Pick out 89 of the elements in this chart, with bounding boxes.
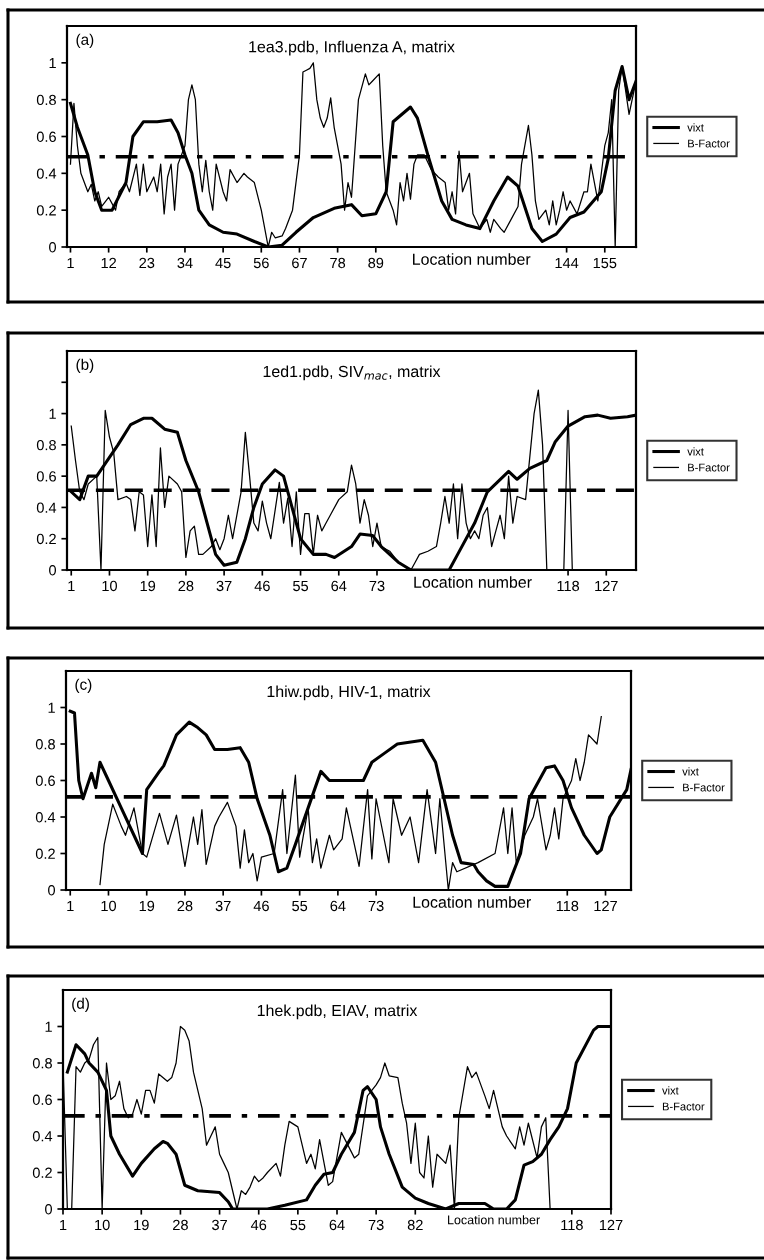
text: 1ea3.pdb, Influenza A, matrix [249,40,455,56]
y-tick-label: 0.2 [36,533,56,545]
y-tick-label: 0.2 [36,205,56,216]
y-tick-label: 0.8 [36,94,56,106]
legend-label: vixt [662,1086,679,1095]
x-tick-label: 1 [60,1219,67,1230]
legend-label: B-Factor [688,139,730,148]
x-axis-title: Location number [448,1215,540,1225]
x-tick-label: 28 [178,580,194,592]
x-tick-label: 19 [134,1219,149,1231]
x-tick-label: 118 [556,900,579,912]
x-tick-label: 34 [177,257,193,269]
x-tick-label: 67 [292,257,307,269]
x-tick-label: 10 [95,1219,110,1231]
legend-label: vixt [687,123,704,132]
y-tick-label: 0 [48,885,56,896]
x-tick-label: 118 [557,580,580,592]
legend-label: vixt [687,447,704,456]
x-tick-label: 28 [173,1219,188,1231]
y-tick-label: 0.2 [35,848,55,859]
x-tick-label: 46 [250,1219,267,1231]
x-tick-label: 1 [68,580,75,591]
x-tick-label: 23 [139,257,155,269]
annotation: (b) [76,358,94,373]
y-tick-label: 1 [49,58,56,69]
x-axis-title: Location number [414,576,532,588]
x-tick-label: 12 [101,257,117,268]
x-axis-title: Location number [413,896,531,908]
x-axis-title: Location number [413,253,531,265]
x-tick-label: 55 [292,900,308,912]
y-tick-label: 0.2 [32,1167,52,1178]
y-tick-label: 0.6 [35,775,55,786]
annotation: (d) [72,997,89,1012]
y-tick-label: 0 [49,242,57,253]
text: 1hek.pdb, EIAV, matrix [257,1004,418,1020]
x-tick-label: 10 [102,580,117,592]
legend-label: B-Factor [688,463,730,472]
legend-label: B-Factor [662,1102,705,1111]
y-tick-label: 0.6 [36,471,56,482]
x-tick-label: 37 [216,580,232,592]
text: 1ed1.pdb, SIV$_{mac}$, matrix [263,365,441,381]
x-tick-label: 127 [594,900,617,911]
x-tick-label: 1 [67,900,74,911]
x-tick-label: 37 [215,900,231,912]
x-tick-label: 73 [368,900,384,912]
x-tick-label: 10 [101,900,117,912]
y-tick-label: 0.4 [36,502,57,513]
x-tick-label: 127 [595,580,618,591]
x-tick-label: 89 [368,257,384,269]
x-tick-label: 73 [368,1219,384,1231]
y-tick-label: 0.4 [35,812,56,823]
x-tick-label: 64 [331,580,347,592]
x-tick-label: 45 [215,257,231,269]
x-tick-label: 19 [139,900,155,912]
x-tick-label: 55 [290,1219,306,1231]
y-tick-label: 1 [48,702,55,713]
x-tick-label: 64 [329,1219,345,1231]
y-tick-label: 1 [45,1021,52,1032]
y-tick-label: 0.4 [36,168,57,179]
y-tick-label: 0 [45,1204,53,1215]
y-tick-label: 0.8 [36,439,56,451]
x-tick-label: 64 [330,900,346,912]
y-tick-label: 0.8 [35,739,55,750]
x-tick-label: 144 [555,257,579,268]
x-tick-label: 37 [212,1219,227,1231]
y-tick-label: 0.8 [32,1058,52,1069]
text: 1hiw.pdb, HIV-1, matrix [267,685,431,701]
x-tick-label: 1 [67,257,74,268]
x-tick-label: 19 [140,580,156,592]
x-tick-label: 46 [254,580,270,592]
x-tick-label: 82 [407,1219,423,1231]
x-tick-label: 46 [253,900,269,912]
x-tick-label: 73 [369,580,385,592]
x-tick-label: 127 [599,1219,623,1230]
x-tick-label: 55 [293,580,309,592]
annotation: (a) [76,33,94,48]
x-tick-label: 78 [330,257,346,269]
y-tick-label: 0.6 [32,1094,52,1105]
annotation: (c) [75,678,92,693]
y-tick-label: 1 [49,408,56,419]
y-tick-label: 0.4 [32,1131,53,1142]
legend-label: B-Factor [683,783,725,792]
y-tick-label: 0 [49,565,57,576]
x-tick-label: 56 [253,257,269,269]
x-tick-label: 118 [561,1219,583,1231]
y-tick-label: 0.6 [36,131,56,142]
x-tick-label: 28 [177,900,193,912]
x-tick-label: 155 [593,257,617,269]
legend-label: vixt [682,767,699,776]
